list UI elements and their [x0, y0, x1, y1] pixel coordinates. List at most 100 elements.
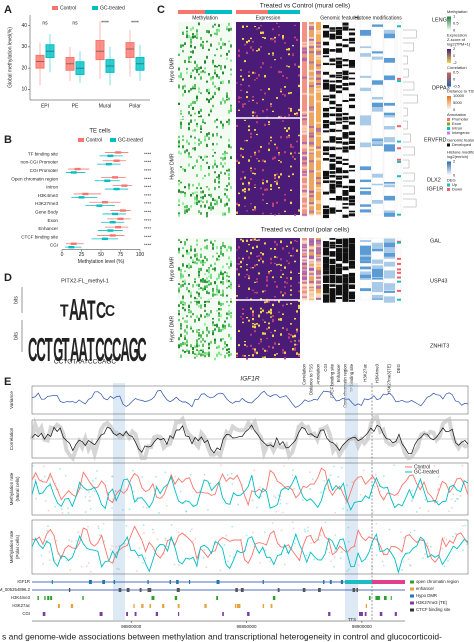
expression-cell [240, 177, 242, 180]
expression-cell [262, 253, 264, 256]
deg-cell [397, 175, 401, 178]
methylation-cell [186, 264, 188, 268]
feature-cell [323, 152, 329, 155]
cpg-point [454, 532, 457, 535]
histone-cell [372, 265, 383, 269]
logo-letter: T [87, 294, 96, 326]
expression-cell [266, 312, 268, 314]
cpg-point [61, 511, 64, 514]
cpg-point [437, 488, 440, 490]
gene-label: IGF1R [427, 186, 443, 192]
median-box [113, 159, 120, 162]
feature-cell [323, 95, 329, 98]
cpg-point [309, 487, 312, 490]
cpg-point [292, 469, 294, 472]
expression-cell [298, 272, 300, 274]
cpg-point [237, 503, 240, 506]
expression-cell [298, 134, 300, 137]
annotation-cell [302, 174, 307, 177]
feature-cell [349, 286, 355, 289]
methylation-cell [222, 281, 224, 284]
feature-mark [149, 604, 152, 608]
methylation-cell [204, 309, 206, 313]
expression-cell [264, 321, 266, 323]
methylation-cell [180, 301, 182, 305]
cpg-point [461, 464, 464, 467]
methylation-cell [214, 328, 216, 331]
histone-cell [372, 138, 383, 141]
methylation-cell [198, 294, 200, 298]
expression-cell [288, 252, 290, 254]
methylation-cell [212, 142, 214, 146]
methylation-cell [202, 279, 204, 283]
methylation-cell [190, 245, 192, 248]
feature-cell [336, 121, 342, 124]
cpg-point [44, 500, 47, 502]
methylation-cell [230, 353, 232, 356]
annotation-cell [316, 252, 321, 255]
expression-cell [256, 323, 258, 325]
feature-cell [323, 191, 329, 195]
methylation-cell [212, 318, 214, 320]
feature-mark [356, 588, 359, 592]
methylation-cell [216, 346, 218, 349]
methylation-cell [196, 64, 198, 68]
feature-cell [336, 74, 342, 77]
methylation-cell [202, 41, 204, 44]
median-box [82, 192, 89, 196]
cpg-point [333, 556, 336, 559]
cpg-point [251, 499, 254, 502]
annotation-cell [302, 207, 307, 210]
cpg-point [324, 487, 327, 490]
expression-cell [244, 103, 246, 105]
expression-cell [262, 36, 264, 39]
expression-cell [256, 157, 258, 160]
annotation-cell [302, 51, 307, 54]
methylation-cell [222, 327, 224, 331]
methylation-cell [218, 180, 220, 184]
expression-cell [242, 156, 244, 159]
annotation-cell [309, 294, 314, 297]
annotation-cell [316, 278, 321, 281]
annotation-cell [302, 251, 307, 254]
feature-cell [336, 253, 342, 256]
methylation-cell [204, 322, 206, 326]
methylation-cell [224, 271, 226, 274]
methylation-cell [180, 190, 182, 194]
median-box [112, 212, 119, 216]
feature-cell [349, 297, 355, 300]
expression-cell [274, 240, 276, 244]
expression-cell [238, 49, 240, 52]
methylation-cell [208, 346, 210, 350]
methylation-cell [226, 184, 228, 187]
feature-cell [342, 214, 349, 218]
expression-cell [256, 291, 258, 294]
methylation-cell [220, 281, 222, 284]
expression-cell [298, 304, 300, 308]
methylation-cell [228, 333, 230, 338]
feature-mark [383, 596, 387, 600]
methylation-cell [224, 320, 226, 323]
feature-cell [336, 268, 342, 271]
methylation-cell [220, 246, 222, 249]
methylation-cell [184, 194, 186, 198]
methylation-cell [216, 65, 218, 68]
methylation-cell [208, 291, 210, 295]
methylation-cell [186, 315, 188, 318]
methylation-cell [220, 353, 222, 356]
cpg-point [42, 562, 45, 565]
cpg-point [164, 539, 167, 542]
feature-cell [342, 158, 349, 161]
methylation-cell [196, 70, 198, 73]
legend-title: Z-score of [447, 37, 466, 42]
expression-cell [260, 25, 262, 27]
cpg-point [42, 465, 45, 468]
column-label: H3K4me3 [375, 363, 380, 383]
cpg-point [158, 512, 160, 514]
cpg-point [371, 558, 374, 561]
methylation-cell [188, 154, 190, 158]
annotation-cell [316, 134, 321, 137]
cpg-point [281, 511, 284, 514]
feature-cell [349, 48, 355, 52]
expression-cell [248, 84, 250, 87]
